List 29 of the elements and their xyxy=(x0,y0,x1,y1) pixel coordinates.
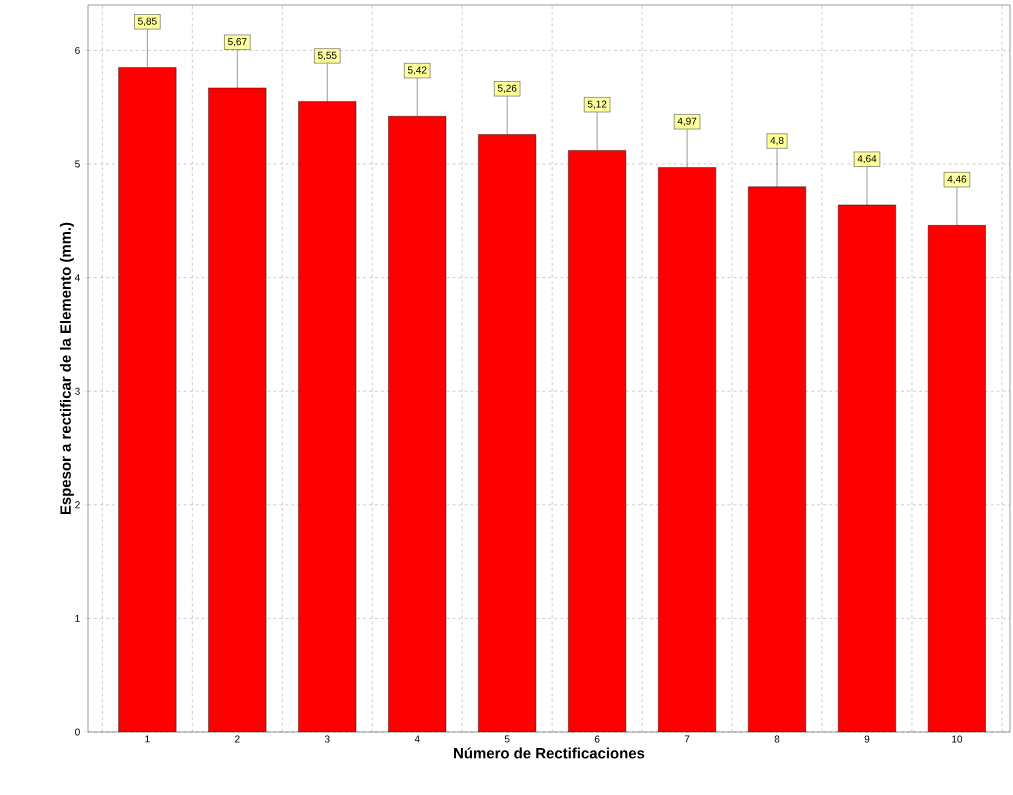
x-axis-title: Número de Rectificaciones xyxy=(454,747,645,759)
x-tick-label: 5 xyxy=(504,735,510,743)
y-axis-title: Espesor a rectificar de la Elemento (mm.) xyxy=(59,222,74,515)
bar xyxy=(748,186,807,732)
x-tick-label: 1 xyxy=(145,735,150,743)
x-tick-label: 3 xyxy=(324,735,330,743)
bar xyxy=(298,101,357,732)
y-tick-label: 1 xyxy=(75,614,80,622)
x-tick-label: 8 xyxy=(774,735,780,743)
y-tick-label: 6 xyxy=(75,46,80,54)
bar xyxy=(658,167,717,732)
bar xyxy=(478,134,536,732)
y-tick-label: 5 xyxy=(75,160,80,168)
bar xyxy=(568,150,627,732)
x-tick-label: 6 xyxy=(594,735,600,743)
y-tick-label: 3 xyxy=(75,387,80,395)
x-tick-label: 2 xyxy=(235,735,240,743)
x-tick-label: 9 xyxy=(864,735,870,743)
bar xyxy=(388,116,447,732)
bar xyxy=(118,67,177,732)
y-tick-label: 2 xyxy=(75,501,80,509)
bar xyxy=(208,87,267,732)
bar xyxy=(838,204,896,732)
y-tick-label: 4 xyxy=(74,274,80,282)
x-tick-label: 10 xyxy=(952,735,963,743)
x-tick-label: 7 xyxy=(684,735,690,743)
bar xyxy=(927,225,986,732)
x-tick-label: 4 xyxy=(414,735,420,743)
y-tick-label: 0 xyxy=(75,728,80,736)
